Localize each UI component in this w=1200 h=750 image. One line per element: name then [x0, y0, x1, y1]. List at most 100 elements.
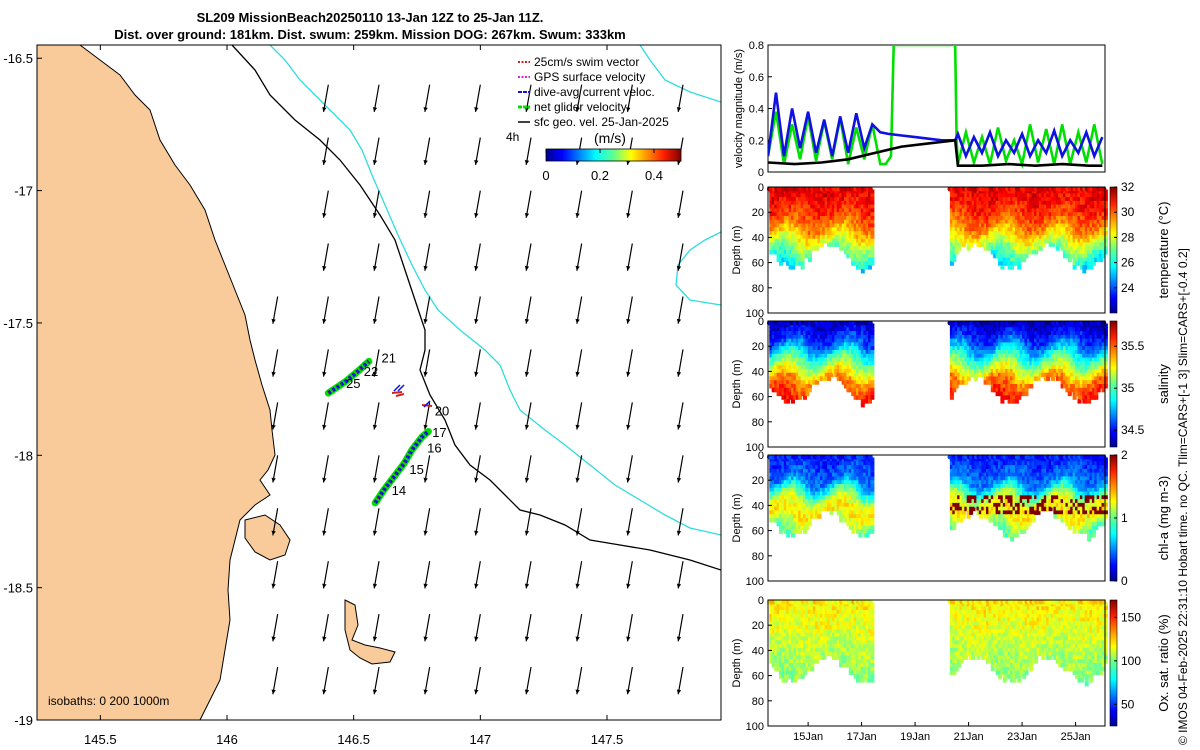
- colorbar-tick-label: 0.2: [591, 168, 609, 183]
- sfc-velocity-arrow: [676, 614, 684, 642]
- sfc-velocity-arrow: [372, 137, 380, 165]
- map-xtick-label: 146.5: [337, 732, 370, 747]
- sfc-velocity-arrow: [322, 84, 329, 113]
- sfc-velocity-arrow: [423, 190, 431, 218]
- sfc-velocity-arrow: [524, 349, 532, 377]
- time-axis: 15Jan 17Jan 19Jan 21Jan 23Jan 25Jan: [793, 722, 1091, 743]
- section-ytick-label: 0: [758, 450, 764, 462]
- island-small: [344, 599, 396, 665]
- sfc-velocity-field: [271, 84, 684, 695]
- sfc-velocity-arrow: [626, 349, 633, 377]
- track-day-label: 17: [432, 425, 446, 440]
- sfc-velocity-arrow: [626, 455, 633, 483]
- velocity-panel[interactable]: 0 0.2 0.4 0.6 0.8 velocity magnitude (m/s): [733, 40, 1106, 179]
- dac-vector-cluster: [393, 384, 405, 392]
- time-tick-label: 15Jan: [793, 731, 823, 743]
- sfc-velocity-arrow: [524, 190, 532, 218]
- sfc-velocity-arrow: [474, 561, 481, 589]
- time-tick-label: 17Jan: [847, 731, 877, 743]
- map-ytick-label: -16.5: [3, 51, 33, 66]
- sfc-velocity-arrow: [575, 190, 583, 218]
- legend-sfc: sfc geo. vel. 25-Jan-2025: [534, 115, 669, 129]
- sfc-velocity-arrow: [626, 614, 633, 642]
- map-xtick-label: 145.5: [84, 732, 117, 747]
- section-data-cells: [766, 454, 1108, 542]
- sfc-velocity-arrow: [575, 455, 583, 483]
- chla-section[interactable]: 0 20 40 60 80 100 Depth (m) 0 1 2 chl-a (mg m-3): [731, 448, 1171, 588]
- colorbar-tick-label: 0: [542, 168, 549, 183]
- sfc-velocity-arrow: [676, 296, 684, 324]
- sfc-velocity-arrow: [474, 349, 481, 377]
- sfc-velocity-arrow: [575, 243, 583, 271]
- sfc-velocity-arrow: [322, 137, 329, 165]
- oxygen-section[interactable]: 0 20 40 60 80 100 Depth (m) 50 100 150 Ox. sat. ra…: [731, 595, 1171, 733]
- sfc-velocity-arrow: [423, 349, 431, 377]
- legend-gps: GPS surface velocity: [534, 70, 645, 84]
- section-colorbar-tick-label: 30: [1121, 205, 1135, 219]
- vel-ytick-label: 0.8: [749, 40, 764, 52]
- section-colorbar-tick-label: 0: [1121, 574, 1128, 588]
- sfc-velocity-arrow: [575, 508, 583, 536]
- sfc-velocity-arrow: [322, 666, 329, 695]
- sfc-velocity-arrow: [474, 190, 481, 218]
- section-ytick-label: 80: [752, 283, 764, 295]
- sfc-velocity-arrow: [676, 349, 684, 377]
- vel-ytick-label: 0.6: [749, 72, 764, 84]
- isobath-1000m-ne: [639, 45, 721, 103]
- section-colorbar-tick-label: 32: [1121, 180, 1135, 194]
- legend-dac: dive-avg current veloc.: [534, 85, 655, 99]
- sfc-velocity-arrow: [271, 561, 279, 589]
- temperature-section[interactable]: 0 20 40 60 80 100 Depth (m) 24 26 28 30 32 temperatu…: [731, 180, 1171, 320]
- sfc-velocity-arrow: [372, 190, 380, 218]
- sfc-velocity-arrow: [474, 296, 481, 324]
- colorbar-note: 4h: [506, 130, 519, 144]
- track-day-label: 16: [427, 441, 441, 456]
- sfc-velocity-arrow: [575, 296, 583, 324]
- time-tick-label: 19Jan: [900, 731, 930, 743]
- sfc-velocity-arrow: [524, 243, 532, 271]
- vel-ytick-label: 0.2: [749, 135, 764, 147]
- sfc-velocity-arrow: [322, 455, 329, 483]
- sfc-velocity-arrow: [271, 296, 279, 324]
- section-colorbar-tick-label: 35.5: [1121, 339, 1145, 353]
- section-ytick-label: 60: [752, 392, 764, 404]
- section-data-cells: [766, 599, 1108, 687]
- sfc-velocity-arrow: [626, 508, 633, 536]
- sfc-velocity-arrow: [676, 561, 684, 589]
- sfc-velocity-arrow: [271, 666, 279, 695]
- sfc-velocity-arrow: [474, 402, 481, 430]
- sfc-velocity-arrow: [676, 508, 684, 536]
- sfc-velocity-arrow: [423, 296, 431, 324]
- velocity-series-line: [768, 138, 1103, 168]
- sfc-velocity-arrow: [626, 666, 633, 695]
- track-day-label: 25: [346, 376, 360, 391]
- time-tick-label: 23Jan: [1007, 731, 1037, 743]
- sfc-velocity-arrow: [626, 84, 633, 113]
- sfc-velocity-arrow: [676, 190, 684, 218]
- sfc-velocity-arrow: [372, 614, 380, 642]
- section-ytick-label: 80: [752, 696, 764, 708]
- section-data-cells: [766, 320, 1108, 408]
- credit-text: © IMOS 04-Feb-2025 22:31:10 Hobart time.…: [1176, 248, 1190, 745]
- section-ytick-label: 0: [758, 595, 764, 607]
- section-ytick-label: 0: [758, 182, 764, 194]
- section-colorbar-tick-label: 26: [1121, 256, 1135, 270]
- sfc-velocity-arrow: [423, 561, 431, 589]
- track-day-label: 15: [409, 462, 423, 477]
- sfc-velocity-arrow: [423, 137, 431, 165]
- map-frame: [36, 44, 722, 721]
- salinity-section[interactable]: 0 20 40 60 80 100 Depth (m) 34.5 35 35.5 salinity: [731, 316, 1171, 454]
- sfc-velocity-arrow: [626, 190, 633, 218]
- section-frame: [767, 599, 1106, 727]
- sfc-velocity-arrow: [271, 508, 279, 536]
- section-ytick-label: 60: [752, 526, 764, 538]
- sfc-velocity-arrow: [676, 402, 684, 430]
- legend-net: net glider velocity: [534, 100, 627, 114]
- sfc-velocity-arrow: [524, 296, 532, 324]
- section-colorbar-tick-label: 150: [1121, 610, 1141, 624]
- section-ytick-label: 20: [752, 341, 764, 353]
- section-ylabel: Depth (m): [731, 639, 743, 688]
- section-colorbar-tick-label: 1: [1121, 511, 1128, 525]
- sfc-velocity-arrow: [322, 561, 329, 589]
